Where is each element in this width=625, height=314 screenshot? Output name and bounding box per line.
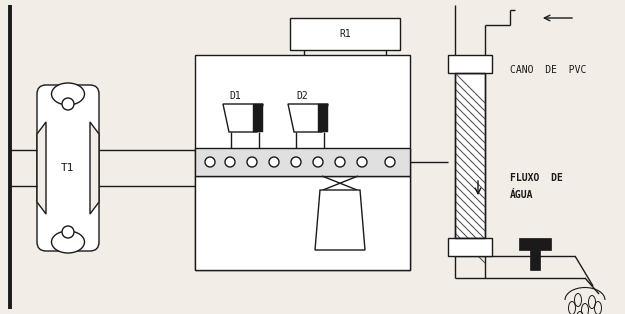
Bar [455, 73, 485, 238]
Bar [530, 250, 540, 270]
Ellipse shape [51, 231, 84, 253]
Circle shape [269, 157, 279, 167]
Circle shape [62, 226, 74, 238]
Bar [448, 238, 492, 256]
Bar [195, 176, 410, 270]
Circle shape [62, 98, 74, 110]
Ellipse shape [51, 83, 84, 105]
Bar [195, 148, 410, 176]
Text: C1: C1 [334, 220, 346, 230]
Polygon shape [223, 104, 263, 132]
Text: ÁGUA: ÁGUA [510, 190, 534, 200]
Circle shape [291, 157, 301, 167]
Circle shape [357, 157, 367, 167]
Circle shape [385, 157, 395, 167]
Bar [318, 104, 328, 132]
Text: D1: D1 [229, 91, 241, 101]
Polygon shape [37, 122, 46, 214]
Bar [448, 55, 492, 73]
Circle shape [313, 157, 323, 167]
Polygon shape [288, 104, 328, 132]
Circle shape [225, 157, 235, 167]
FancyBboxPatch shape [37, 85, 99, 251]
Text: D2: D2 [296, 91, 308, 101]
Text: FLUXO  DE: FLUXO DE [510, 173, 563, 183]
Bar [290, 18, 400, 50]
Bar [455, 73, 485, 238]
Circle shape [247, 157, 257, 167]
Polygon shape [90, 122, 99, 214]
Polygon shape [315, 190, 365, 250]
Bar [253, 104, 263, 132]
Circle shape [205, 157, 215, 167]
Bar [195, 55, 410, 270]
Text: CANO  DE  PVC: CANO DE PVC [510, 65, 586, 75]
Text: T1: T1 [61, 163, 75, 173]
Text: R1: R1 [339, 29, 351, 39]
Bar [519, 238, 551, 250]
Circle shape [335, 157, 345, 167]
